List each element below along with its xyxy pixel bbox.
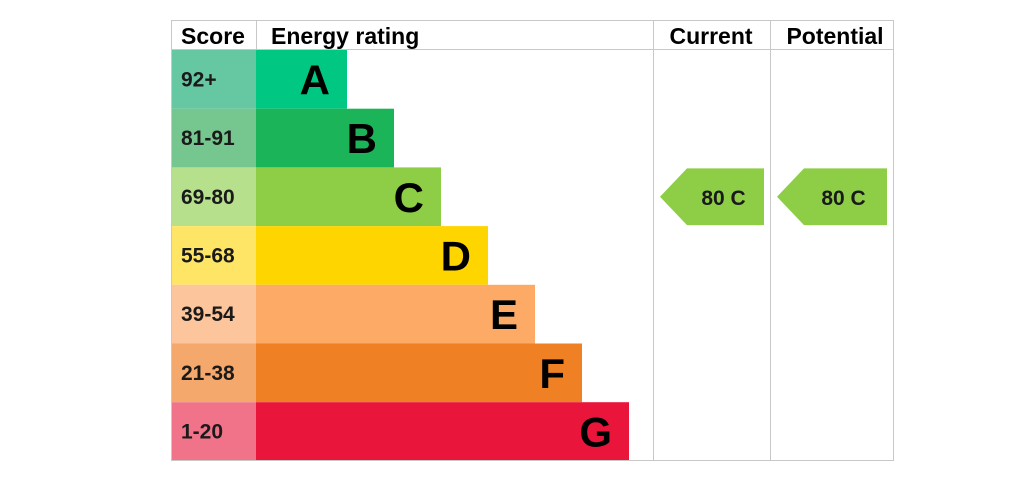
band-b: 81-91 B	[172, 108, 394, 168]
score-range-b: 81-91	[181, 127, 235, 150]
grid-layer	[171, 20, 894, 461]
potential-rating-marker-arrow	[777, 168, 887, 226]
score-cell-b	[172, 108, 256, 168]
score-cell-e	[172, 284, 256, 344]
score-cell-c	[172, 167, 256, 227]
score-range-e: 39-54	[181, 303, 235, 326]
score-cell-a	[172, 50, 256, 109]
rating-bar-f	[256, 343, 582, 403]
potential-rating-marker-label: 80 C	[821, 187, 865, 210]
score-range-f: 21-38	[181, 362, 235, 385]
current-rating-marker-label: 80 C	[701, 187, 745, 210]
current-header: Current	[669, 23, 752, 49]
rating-letter-a: A	[300, 56, 330, 103]
header-layer: Score Energy rating Current Potential	[181, 23, 884, 49]
rating-bar-b	[256, 108, 394, 168]
score-range-c: 69-80	[181, 186, 235, 209]
rating-bar-c	[256, 167, 441, 227]
band-a: 92+ A	[172, 50, 347, 109]
rating-bar-a	[256, 50, 347, 109]
rating-bar-d	[256, 226, 488, 285]
bands-layer: 92+ A 81-91 B 69-80 C 55-68 D 39-54 E 21-38 F 1-20 G	[172, 50, 629, 461]
rating-bar-e	[256, 284, 535, 344]
potential-header: Potential	[786, 23, 883, 49]
energy-rating-header: Energy rating	[271, 23, 419, 49]
score-header: Score	[181, 23, 245, 49]
score-range-a: 92+	[181, 68, 217, 91]
rating-letter-b: B	[347, 115, 377, 162]
band-g: 1-20 G	[172, 402, 629, 461]
chart-border	[171, 20, 894, 461]
band-e: 39-54 E	[172, 284, 535, 344]
score-range-d: 55-68	[181, 244, 235, 267]
rating-letter-e: E	[490, 291, 518, 338]
potential-rating-marker: 80 C	[777, 168, 887, 226]
score-cell-g	[172, 402, 256, 461]
band-c: 69-80 C	[172, 167, 441, 227]
current-rating-marker-arrow	[660, 168, 764, 226]
current-rating-marker: 80 C	[660, 168, 764, 226]
markers-layer: 80 C 80 C	[660, 168, 887, 226]
score-cell-f	[172, 343, 256, 403]
rating-letter-c: C	[394, 174, 424, 221]
band-d: 55-68 D	[172, 226, 488, 285]
rating-letter-f: F	[539, 350, 565, 397]
rating-letter-d: D	[441, 232, 471, 279]
score-range-g: 1-20	[181, 421, 223, 444]
band-f: 21-38 F	[172, 343, 582, 403]
rating-letter-g: G	[579, 409, 612, 456]
score-cell-d	[172, 226, 256, 285]
rating-bar-g	[256, 402, 629, 461]
